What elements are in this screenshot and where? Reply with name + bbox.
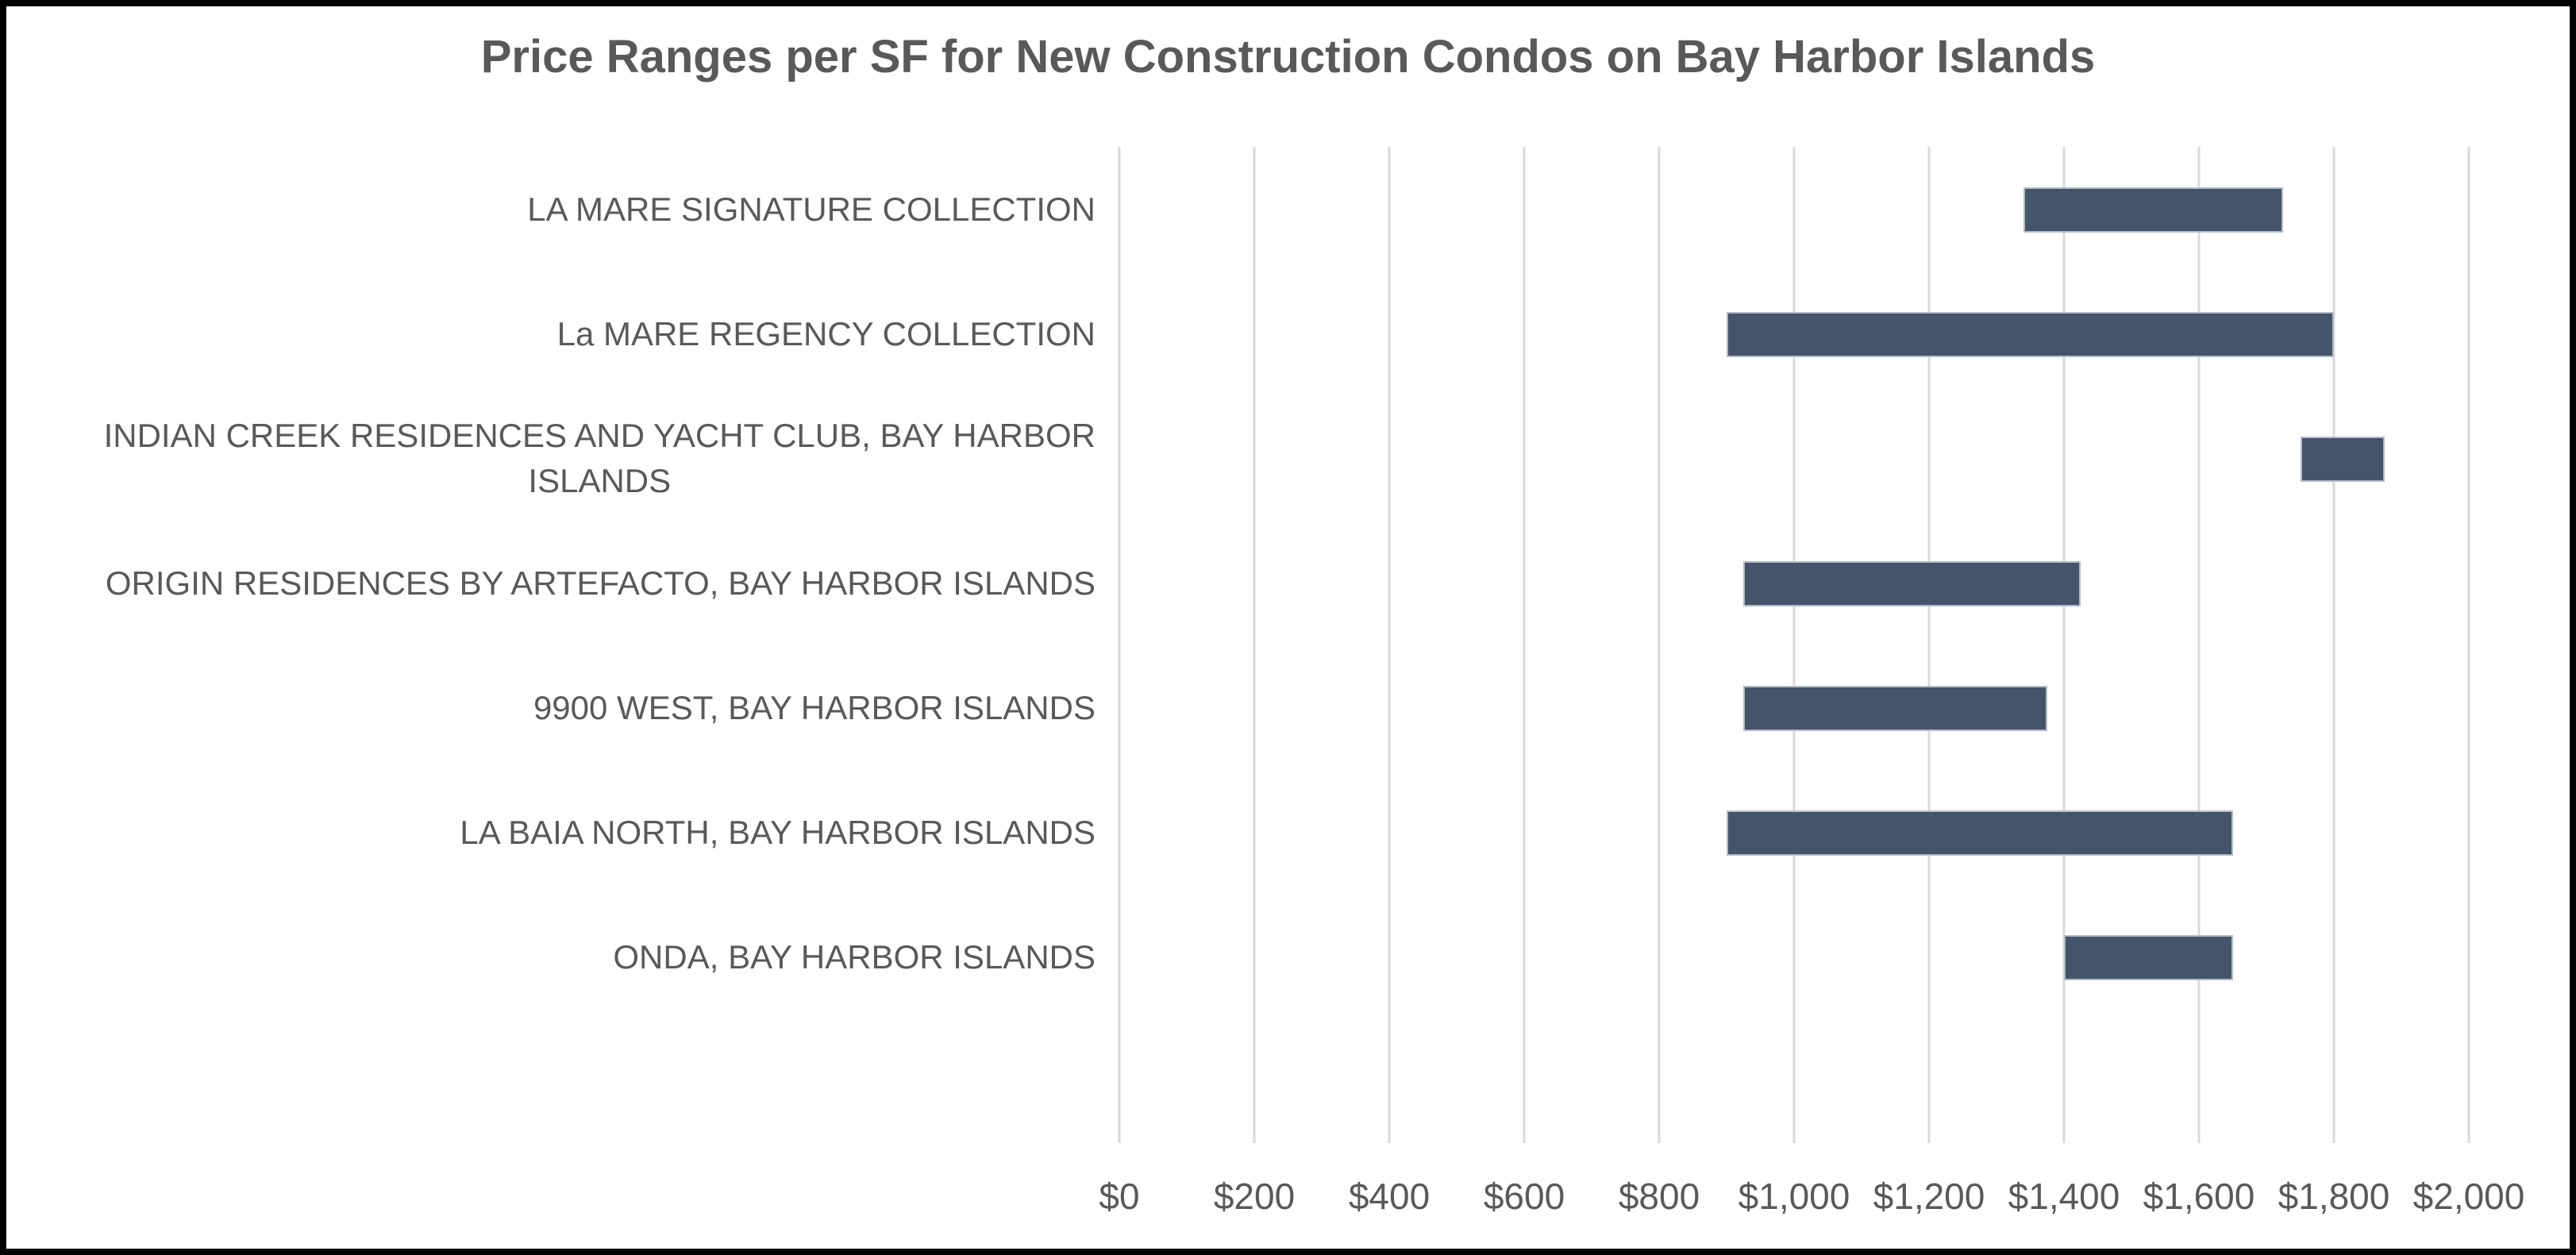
gridline <box>1523 147 1526 1143</box>
x-axis-tick-label: $2,000 <box>2412 1176 2525 1217</box>
x-axis-tick-label: $400 <box>1348 1176 1430 1217</box>
category-row: La MARE REGENCY COLLECTION <box>12 272 1095 397</box>
x-axis-tick-label: $1,800 <box>2278 1176 2390 1217</box>
gridline <box>1658 147 1661 1143</box>
category-row: LA BAIA NORTH, BAY HARBOR ISLANDS <box>12 771 1095 895</box>
x-axis-tick-label: $0 <box>1099 1176 1140 1217</box>
range-bar <box>2300 436 2385 482</box>
gridline <box>2467 147 2470 1143</box>
range-bar <box>2064 934 2233 980</box>
x-axis-tick-label: $1,000 <box>1738 1176 1850 1217</box>
plot-area <box>1118 147 2470 1143</box>
x-axis-tick-label: $200 <box>1213 1176 1296 1217</box>
gridline <box>2197 147 2201 1143</box>
gridline <box>1118 147 1121 1143</box>
gridline <box>1388 147 1391 1143</box>
category-row: INDIAN CREEK RESIDENCES AND YACHT CLUB, … <box>12 397 1095 522</box>
range-bar <box>1743 560 2081 606</box>
gridline <box>2332 147 2335 1143</box>
category-row: 9900 WEST, BAY HARBOR ISLANDS <box>12 646 1095 771</box>
category-row: LA MARE SIGNATURE COLLECTION <box>12 148 1095 272</box>
gridline <box>1792 147 1796 1143</box>
gridline <box>1927 147 1931 1143</box>
category-label: LA MARE SIGNATURE COLLECTION <box>527 190 1095 228</box>
category-label: ORIGIN RESIDENCES BY ARTEFACTO, BAY HARB… <box>105 564 1095 602</box>
x-axis-tick-label: $1,200 <box>1873 1176 1985 1217</box>
category-label: ONDA, BAY HARBOR ISLANDS <box>613 937 1095 976</box>
category-label: LA BAIA NORTH, BAY HARBOR ISLANDS <box>460 813 1095 851</box>
x-axis-tick-label: $1,400 <box>2008 1176 2120 1217</box>
range-bar <box>2023 187 2284 233</box>
category-row: ORIGIN RESIDENCES BY ARTEFACTO, BAY HARB… <box>12 522 1095 646</box>
x-axis-tick-label: $600 <box>1483 1176 1565 1217</box>
category-label: 9900 WEST, BAY HARBOR ISLANDS <box>533 688 1095 726</box>
range-bar <box>1743 685 2047 731</box>
chart-title: Price Ranges per SF for New Construction… <box>480 31 2096 83</box>
category-label: La MARE REGENCY COLLECTION <box>556 314 1095 352</box>
x-axis-tick-label: $1,600 <box>2143 1176 2255 1217</box>
range-bar <box>1727 311 2334 357</box>
gridline <box>2062 147 2066 1143</box>
gridline <box>1253 147 1256 1143</box>
category-row: ONDA, BAY HARBOR ISLANDS <box>12 895 1095 1020</box>
x-axis-tick-label: $800 <box>1618 1176 1700 1217</box>
range-bar <box>1727 810 2233 856</box>
category-label: INDIAN CREEK RESIDENCES AND YACHT CLUB, … <box>103 417 1095 499</box>
